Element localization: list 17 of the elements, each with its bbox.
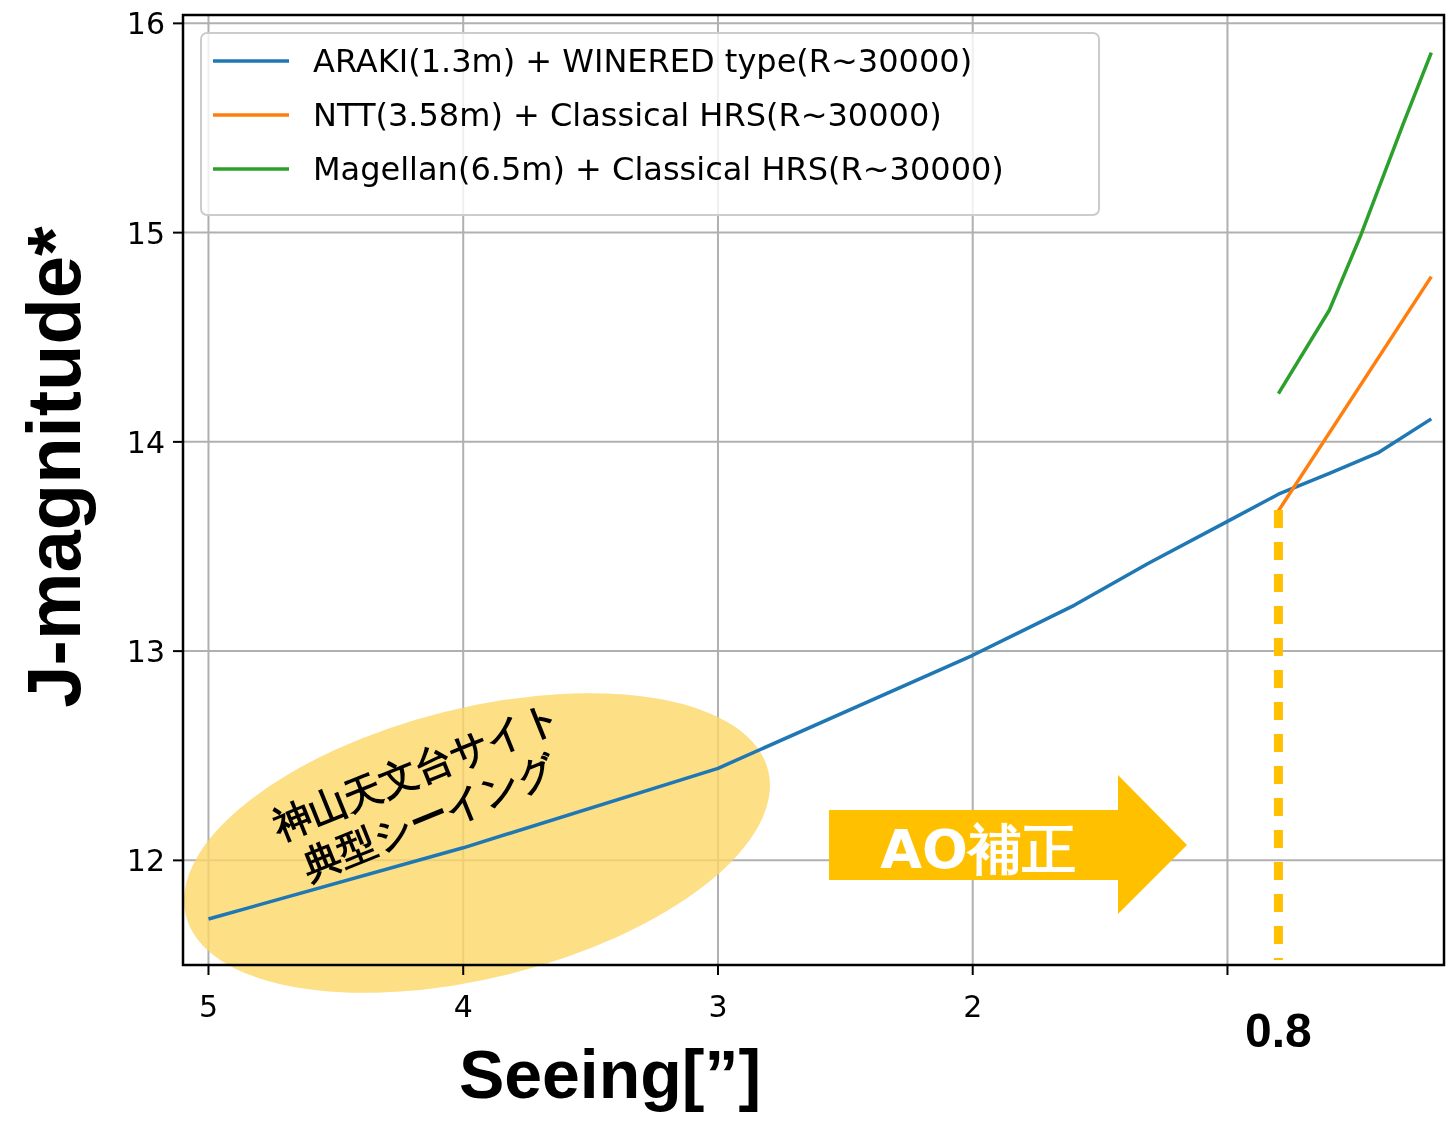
x-tick-label: 4 <box>453 989 473 1024</box>
y-tick-label: 14 <box>126 424 165 460</box>
annotation: 神山天文台サイト 典型シーイング <box>265 692 569 889</box>
annotation: AO補正 <box>880 818 1076 881</box>
y-tick-label: 15 <box>126 215 165 251</box>
y-tick-label: 16 <box>126 6 165 42</box>
legend-label: Magellan(6.5m) + Classical HRS(R~30000) <box>313 150 1004 188</box>
x-axis-title: Seeing[”] <box>458 1036 762 1112</box>
y-axis-title: J-magnitude* <box>11 225 96 708</box>
y-tick-label: 12 <box>126 843 165 879</box>
x-tick-label: 2 <box>963 989 983 1024</box>
ref-line-label: 0.8 <box>1245 1004 1312 1057</box>
x-tick-label: 3 <box>708 989 728 1024</box>
x-tick-label: 5 <box>198 989 219 1024</box>
legend-label: ARAKI(1.3m) + WINERED type(R~30000) <box>313 42 973 80</box>
legend-label: NTT(3.58m) + Classical HRS(R~30000) <box>313 96 942 134</box>
y-tick-label: 13 <box>126 634 165 670</box>
